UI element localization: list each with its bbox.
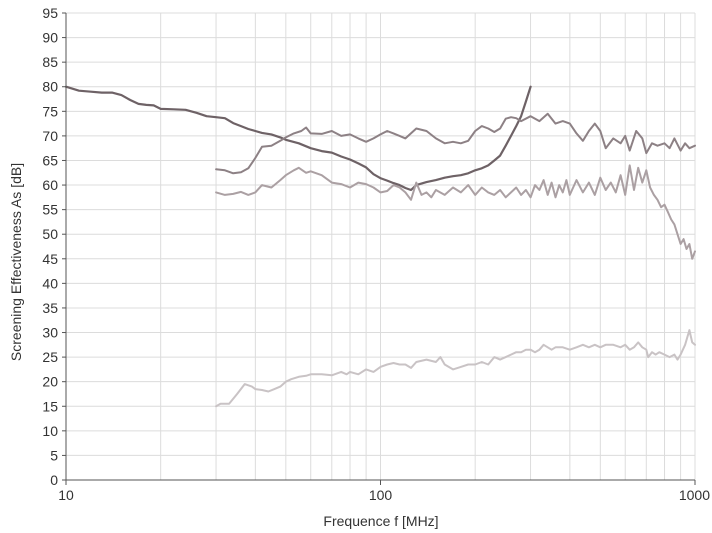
y-tick-label: 85 (42, 54, 58, 70)
y-tick-label: 80 (42, 79, 58, 95)
y-tick-label: 65 (42, 152, 58, 168)
series-line-3 (215, 164, 696, 260)
series-line-2 (215, 112, 696, 175)
y-tick-label: 35 (42, 300, 58, 316)
y-tick-label: 75 (42, 103, 58, 119)
y-tick-label: 15 (42, 398, 58, 414)
tick-labels: 0 5 10 15 20 25 30 35 40 45 50 55 60 65 70 75 80 85 90 95 10… (42, 5, 710, 503)
y-tick-label: 25 (42, 349, 58, 365)
y-tick-label: 45 (42, 251, 58, 267)
y-tick-label: 30 (42, 325, 58, 341)
y-tick-label: 10 (42, 423, 58, 439)
axes (62, 12, 696, 485)
x-tick-label: 1000 (679, 487, 710, 503)
y-tick-label: 50 (42, 226, 58, 242)
y-tick-label: 90 (42, 30, 58, 46)
y-tick-label: 95 (42, 5, 58, 21)
x-tick-label: 10 (58, 487, 74, 503)
grid (66, 12, 696, 480)
y-tick-label: 40 (42, 275, 58, 291)
y-axis-label: Screening Effectiveness As [dB] (8, 163, 24, 361)
y-tick-label: 70 (42, 128, 58, 144)
y-tick-label: 55 (42, 202, 58, 218)
y-tick-label: 60 (42, 177, 58, 193)
x-tick-label: 100 (369, 487, 393, 503)
series-line-4 (215, 329, 696, 408)
x-axis-label: Frequence f [MHz] (323, 513, 438, 529)
y-tick-label: 0 (50, 472, 58, 488)
series-lines (64, 85, 696, 408)
series-line-1 (64, 85, 532, 192)
y-tick-label: 20 (42, 374, 58, 390)
y-tick-label: 5 (50, 447, 58, 463)
